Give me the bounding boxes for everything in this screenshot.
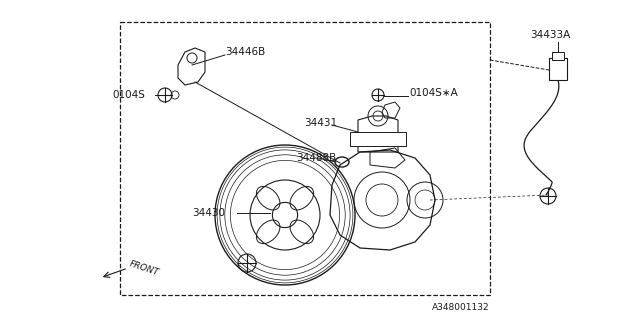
Bar — [552, 52, 564, 60]
Text: 0104S∗A: 0104S∗A — [409, 88, 458, 98]
Bar — [549, 58, 567, 80]
Text: A348001132: A348001132 — [433, 303, 490, 312]
Bar — [120, 22, 490, 295]
Text: 34433A: 34433A — [530, 30, 570, 40]
Text: 34431: 34431 — [304, 118, 337, 128]
Text: 34488B: 34488B — [296, 153, 336, 163]
Text: 0104S: 0104S — [112, 90, 145, 100]
Text: 34430: 34430 — [192, 208, 225, 218]
Text: 34446B: 34446B — [225, 47, 265, 57]
Bar — [350, 132, 406, 146]
Text: FRONT: FRONT — [128, 259, 160, 277]
